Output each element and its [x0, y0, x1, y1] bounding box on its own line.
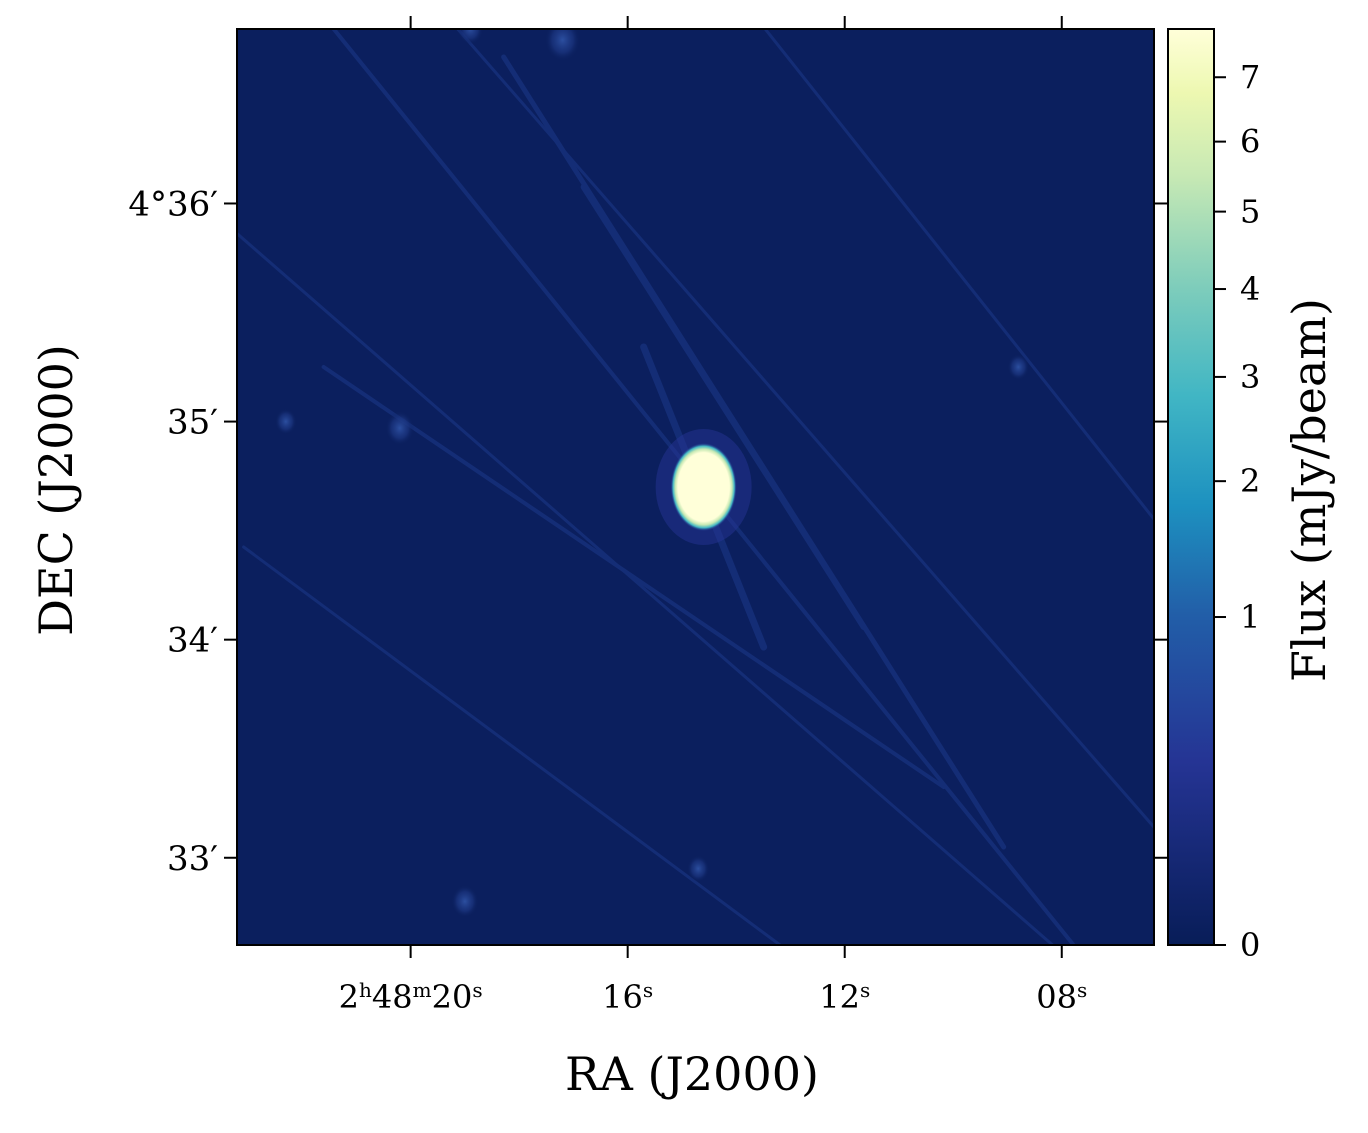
x-tick-label: 2h48m20s: [339, 978, 483, 1016]
faint-source: [457, 29, 484, 45]
faint-source: [687, 855, 710, 882]
x-tick-label: 12s: [819, 978, 870, 1016]
faint-source: [1007, 354, 1030, 381]
colorbar-tick-label: 1: [1240, 598, 1260, 636]
colorbar-fill: [1168, 29, 1214, 945]
x-axis-ticks: 2h48m20s 16s 12s 08s: [339, 16, 1087, 1016]
colorbar-label: Flux (mJy/beam): [1282, 298, 1336, 682]
colorbar-tick-label: 7: [1240, 58, 1260, 96]
y-tick-label: 4°36′: [128, 184, 218, 224]
sky-image: [237, 29, 1154, 945]
y-tick-label: 33′: [167, 839, 218, 879]
y-tick-label: 34′: [167, 621, 218, 661]
colorbar-tick-label: 0: [1240, 926, 1260, 964]
psf-streak: [237, 231, 1055, 945]
colorbar-frame: [1167, 28, 1215, 946]
faint-source: [451, 885, 479, 918]
psf-streak: [580, 184, 867, 630]
colorbar-tick-label: 5: [1240, 193, 1260, 231]
colorbar-tick-label: 6: [1240, 123, 1260, 161]
y-axis-label: DEC (J2000): [29, 344, 83, 636]
colorbar-tick-label: 3: [1240, 358, 1260, 396]
sources-layer: [275, 29, 1030, 918]
bright-source: [670, 443, 737, 531]
y-axis-ticks: 4°36′ 35′ 34′ 33′: [128, 184, 1167, 879]
psf-streak: [321, 365, 946, 789]
faint-source: [275, 408, 297, 435]
psf-streak: [455, 29, 1154, 830]
psf-streaks: [237, 29, 1154, 945]
colorbar-tick-label: 2: [1240, 462, 1260, 500]
x-axis-label: RA (J2000): [565, 1047, 819, 1101]
x-tick-label: 08s: [1036, 978, 1087, 1016]
colorbar-tick-label: 4: [1240, 270, 1260, 308]
colorbar-ticks: 0 1 2 3 4 5 6 7: [1214, 58, 1260, 964]
psf-streak: [763, 29, 1154, 522]
y-tick-label: 35′: [167, 403, 218, 443]
x-tick-label: 16s: [602, 978, 653, 1016]
faint-source: [544, 29, 581, 62]
psf-streak: [242, 545, 783, 945]
faint-source: [385, 410, 415, 446]
colorbar: 0 1 2 3 4 5 6 7 Flux (mJy/beam): [1167, 28, 1336, 964]
plot-frame: [236, 28, 1155, 946]
